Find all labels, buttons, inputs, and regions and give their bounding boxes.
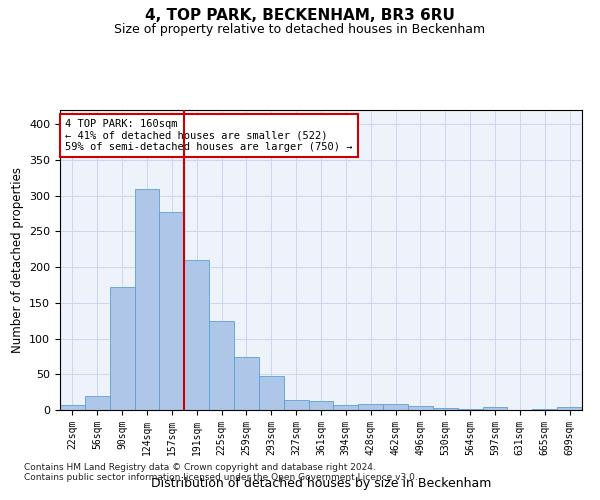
Bar xyxy=(184,260,209,410)
Bar xyxy=(160,212,184,410)
Text: Contains public sector information licensed under the Open Government Licence v3: Contains public sector information licen… xyxy=(24,472,418,482)
Bar xyxy=(532,408,557,410)
Bar xyxy=(383,404,408,410)
Bar xyxy=(134,188,160,410)
Bar xyxy=(458,408,482,410)
Text: Size of property relative to detached houses in Beckenham: Size of property relative to detached ho… xyxy=(115,22,485,36)
Bar xyxy=(557,407,582,410)
Bar xyxy=(234,357,259,410)
Y-axis label: Number of detached properties: Number of detached properties xyxy=(11,167,23,353)
Bar xyxy=(433,408,458,410)
Text: 4 TOP PARK: 160sqm
← 41% of detached houses are smaller (522)
59% of semi-detach: 4 TOP PARK: 160sqm ← 41% of detached hou… xyxy=(65,119,353,152)
Text: 4, TOP PARK, BECKENHAM, BR3 6RU: 4, TOP PARK, BECKENHAM, BR3 6RU xyxy=(145,8,455,22)
Bar xyxy=(85,396,110,410)
Text: Distribution of detached houses by size in Beckenham: Distribution of detached houses by size … xyxy=(151,477,491,490)
Bar xyxy=(334,405,358,410)
Text: Contains HM Land Registry data © Crown copyright and database right 2024.: Contains HM Land Registry data © Crown c… xyxy=(24,462,376,471)
Bar xyxy=(358,404,383,410)
Bar xyxy=(259,376,284,410)
Bar xyxy=(308,400,334,410)
Bar xyxy=(408,406,433,410)
Bar xyxy=(110,287,134,410)
Bar xyxy=(209,320,234,410)
Bar xyxy=(284,400,308,410)
Bar xyxy=(60,405,85,410)
Bar xyxy=(482,407,508,410)
